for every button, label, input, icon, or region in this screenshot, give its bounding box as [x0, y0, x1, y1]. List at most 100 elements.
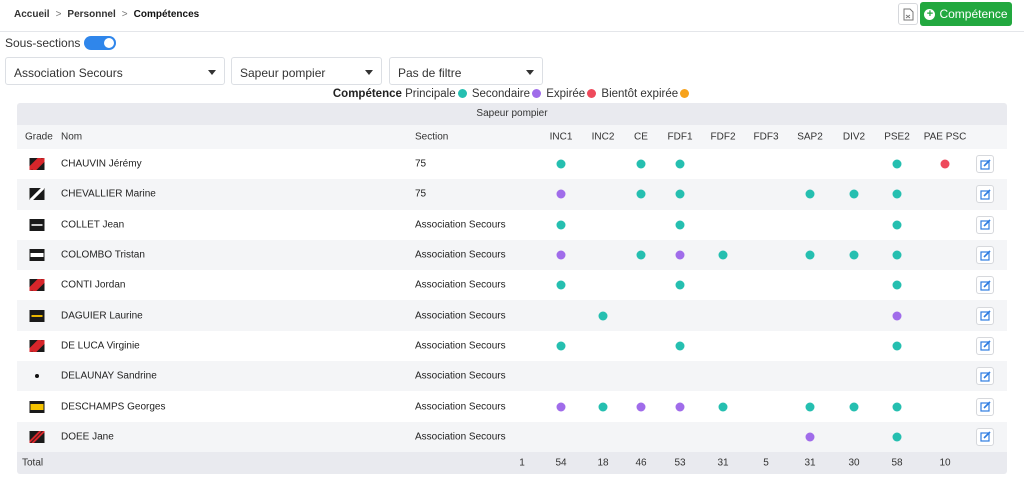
legend-secondaire: Secondaire [471, 88, 530, 100]
competence-status-dot [675, 402, 685, 412]
competence-status-dot [556, 280, 566, 290]
edit-button[interactable] [976, 215, 994, 234]
status-legend: Compétence Principale Secondaire Expirée… [0, 88, 1024, 100]
competence-status-dot [675, 280, 685, 290]
competence-status-dot [556, 250, 566, 260]
competence-status-dot [892, 220, 902, 230]
grade-insignia-icon [29, 279, 45, 292]
competence-status-dot [636, 402, 646, 412]
competence-status-dot [892, 159, 902, 169]
breadcrumb-separator: > [55, 9, 62, 20]
toggle-knob [104, 38, 115, 48]
header-competence: CE [634, 131, 648, 143]
total-value: 5 [763, 457, 769, 469]
competence-status-dot [556, 341, 566, 351]
role-select[interactable]: Sapeur pompier [231, 57, 382, 85]
person-section: 75 [415, 188, 427, 200]
total-value: 18 [597, 457, 609, 469]
person-name: DAGUIER Laurine [61, 310, 143, 322]
competence-status-dot [675, 189, 685, 199]
edit-button[interactable] [976, 246, 994, 265]
grade-insignia-icon [35, 374, 39, 379]
grade-insignia-icon [29, 218, 45, 231]
legend-dot-secondaire [532, 89, 541, 98]
organization-select[interactable]: Association Secours [5, 57, 225, 85]
grade-insignia-icon [29, 400, 45, 413]
group-header: Sapeur pompier [17, 103, 1007, 125]
competence-status-dot [675, 250, 685, 260]
legend-bientot-expiree: Bientôt expirée [601, 88, 679, 100]
add-competence-button[interactable]: + Compétence [920, 2, 1012, 26]
header-competence: FDF1 [667, 131, 693, 143]
export-button[interactable] [898, 3, 918, 25]
total-value: 46 [635, 457, 647, 469]
person-section: Association Secours [415, 431, 506, 443]
plus-icon: + [924, 8, 936, 20]
competence-status-dot [892, 311, 902, 321]
competence-status-dot [892, 189, 902, 199]
person-name: CONTI Jordan [61, 279, 126, 291]
legend-principale: Principale [405, 88, 456, 100]
competence-status-dot [556, 402, 566, 412]
competence-status-dot [556, 220, 566, 230]
filter-value: Pas de filtre [398, 66, 462, 80]
person-name: COLOMBO Tristan [61, 249, 145, 261]
legend-dot-principale [457, 89, 467, 98]
table-row: COLLET Jean Association Secours [17, 210, 1007, 240]
breadcrumb-home[interactable]: Accueil [14, 9, 50, 20]
edit-button[interactable] [976, 155, 994, 174]
total-value: 31 [804, 457, 816, 469]
competence-status-dot [718, 402, 728, 412]
person-section: Association Secours [415, 279, 506, 291]
grade-insignia-icon [29, 339, 45, 352]
filter-select[interactable]: Pas de filtre [389, 57, 543, 85]
competence-status-dot [636, 250, 646, 260]
edit-button[interactable] [976, 185, 994, 204]
edit-button[interactable] [976, 336, 994, 355]
table-body: CHAUVIN Jérémy 75 CHEVALLIER Marine 75 COLLE… [17, 149, 1007, 452]
header-competence: FDF2 [710, 131, 736, 143]
header-name: Nom [61, 131, 83, 143]
header-grade: Grade [25, 131, 53, 143]
grade-insignia-icon [29, 430, 45, 443]
competence-status-dot [718, 250, 728, 260]
edit-button[interactable] [976, 367, 994, 386]
header-competence: PSE2 [884, 131, 910, 143]
competence-status-dot [805, 432, 815, 442]
header-section: Section [415, 131, 449, 143]
person-section: Association Secours [415, 340, 506, 352]
competence-status-dot [598, 402, 608, 412]
breadcrumb-personnel[interactable]: Personnel [67, 9, 116, 20]
total-value: 30 [848, 457, 860, 469]
total-value: 10 [939, 457, 951, 469]
table-row: DAGUIER Laurine Association Secours [17, 300, 1007, 331]
subsections-toggle[interactable] [84, 36, 117, 50]
edit-button[interactable] [976, 276, 994, 295]
edit-button[interactable] [976, 306, 994, 325]
total-value: 58 [891, 457, 903, 469]
file-export-icon [903, 8, 914, 21]
grade-insignia-icon [29, 249, 45, 262]
header-competence: DIV2 [842, 131, 866, 143]
person-name: DE LUCA Virginie [61, 340, 140, 352]
edit-icon [979, 159, 991, 170]
competence-status-dot [892, 341, 902, 351]
table-row: CHEVALLIER Marine 75 [17, 179, 1007, 210]
competence-status-dot [636, 159, 646, 169]
edit-icon [979, 189, 991, 200]
grade-insignia-icon [29, 309, 45, 322]
legend-dot-expiree [587, 89, 597, 98]
competence-status-dot [675, 220, 685, 230]
header-competence: SAP2 [797, 131, 823, 143]
edit-button[interactable] [976, 397, 994, 416]
competence-status-dot [940, 159, 950, 169]
competence-status-dot [636, 189, 646, 199]
caret-down-icon [365, 70, 373, 75]
competence-status-dot [805, 402, 815, 412]
edit-button[interactable] [976, 427, 994, 446]
grade-insignia-icon [29, 158, 45, 171]
breadcrumb-separator: > [121, 9, 128, 20]
edit-icon [979, 371, 991, 382]
person-section: 75 [415, 158, 427, 170]
header-competence: INC2 [591, 131, 615, 143]
